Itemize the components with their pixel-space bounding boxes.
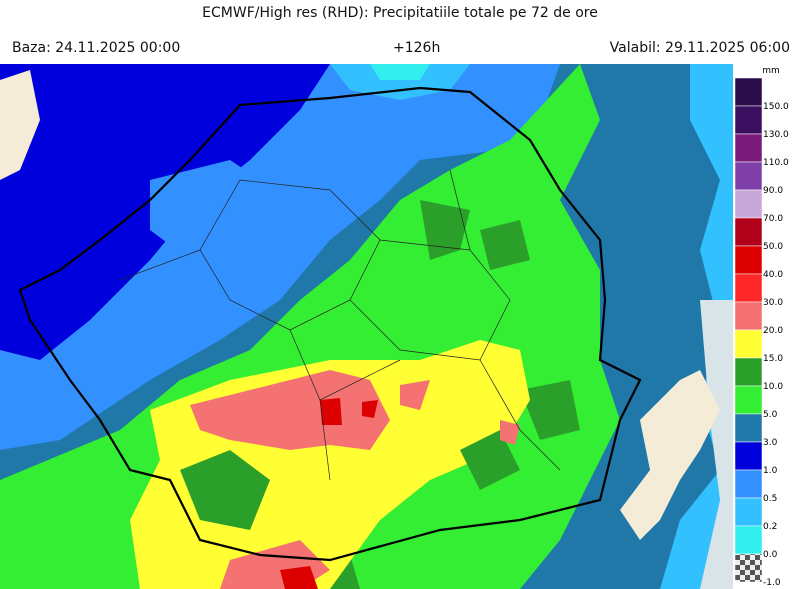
legend-label: -1.0	[763, 578, 781, 588]
title: ECMWF/High res (RHD): Precipitatiile tot…	[202, 5, 598, 21]
precip-field	[0, 64, 733, 589]
legend-swatch	[734, 553, 763, 583]
legend: mm 150.0 130.0 110.0 90.0 70.0 50.0 40.0 30.0 20.…	[734, 66, 789, 588]
base-time: Baza: 24.11.2025 00:00	[12, 40, 181, 56]
legend-swatch	[734, 525, 763, 555]
legend-label: 5.0	[763, 410, 778, 420]
lead-time: +126h	[393, 40, 441, 56]
legend-label: 110.0	[763, 158, 789, 168]
legend-label: 15.0	[763, 354, 783, 364]
legend-swatch	[734, 497, 763, 527]
legend-label: 40.0	[763, 270, 783, 280]
legend-label: 0.0	[763, 550, 778, 560]
legend-label: 0.2	[763, 522, 777, 532]
header: ECMWF/High res (RHD): Precipitatiile tot…	[0, 0, 800, 64]
legend-swatch	[734, 133, 763, 163]
legend-swatch	[734, 329, 763, 359]
legend-label: 20.0	[763, 326, 783, 336]
legend-swatch	[734, 217, 763, 247]
legend-label: 150.0	[763, 102, 789, 112]
legend-swatch	[734, 357, 763, 387]
legend-label: 0.5	[763, 494, 777, 504]
legend-swatch	[734, 161, 763, 191]
legend-swatch	[734, 469, 763, 499]
legend-unit: mm	[762, 66, 780, 76]
legend-label: 10.0	[763, 382, 783, 392]
legend-label: 30.0	[763, 298, 783, 308]
legend-swatch	[734, 105, 763, 135]
legend-swatch	[734, 385, 763, 415]
legend-swatch	[734, 77, 763, 107]
legend-label: 130.0	[763, 130, 789, 140]
valid-time: Valabil: 29.11.2025 06:00	[609, 40, 790, 56]
legend-label: 90.0	[763, 186, 783, 196]
legend-label: 50.0	[763, 242, 783, 252]
legend-label: 3.0	[763, 438, 778, 448]
legend-swatch	[734, 189, 763, 219]
legend-swatch	[734, 413, 763, 443]
legend-swatch	[734, 441, 763, 471]
legend-swatch	[734, 245, 763, 275]
legend-swatch	[734, 273, 763, 303]
legend-label: 1.0	[763, 466, 778, 476]
legend-label: 70.0	[763, 214, 783, 224]
legend-swatch	[734, 301, 763, 331]
